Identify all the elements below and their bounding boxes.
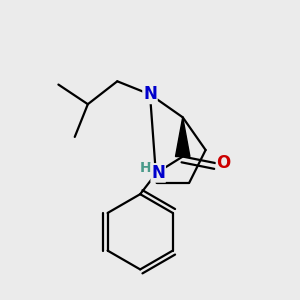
Text: H: H xyxy=(139,161,151,175)
Text: N: N xyxy=(151,164,165,182)
Text: N: N xyxy=(143,85,157,103)
Polygon shape xyxy=(176,117,190,157)
Text: O: O xyxy=(217,154,231,172)
